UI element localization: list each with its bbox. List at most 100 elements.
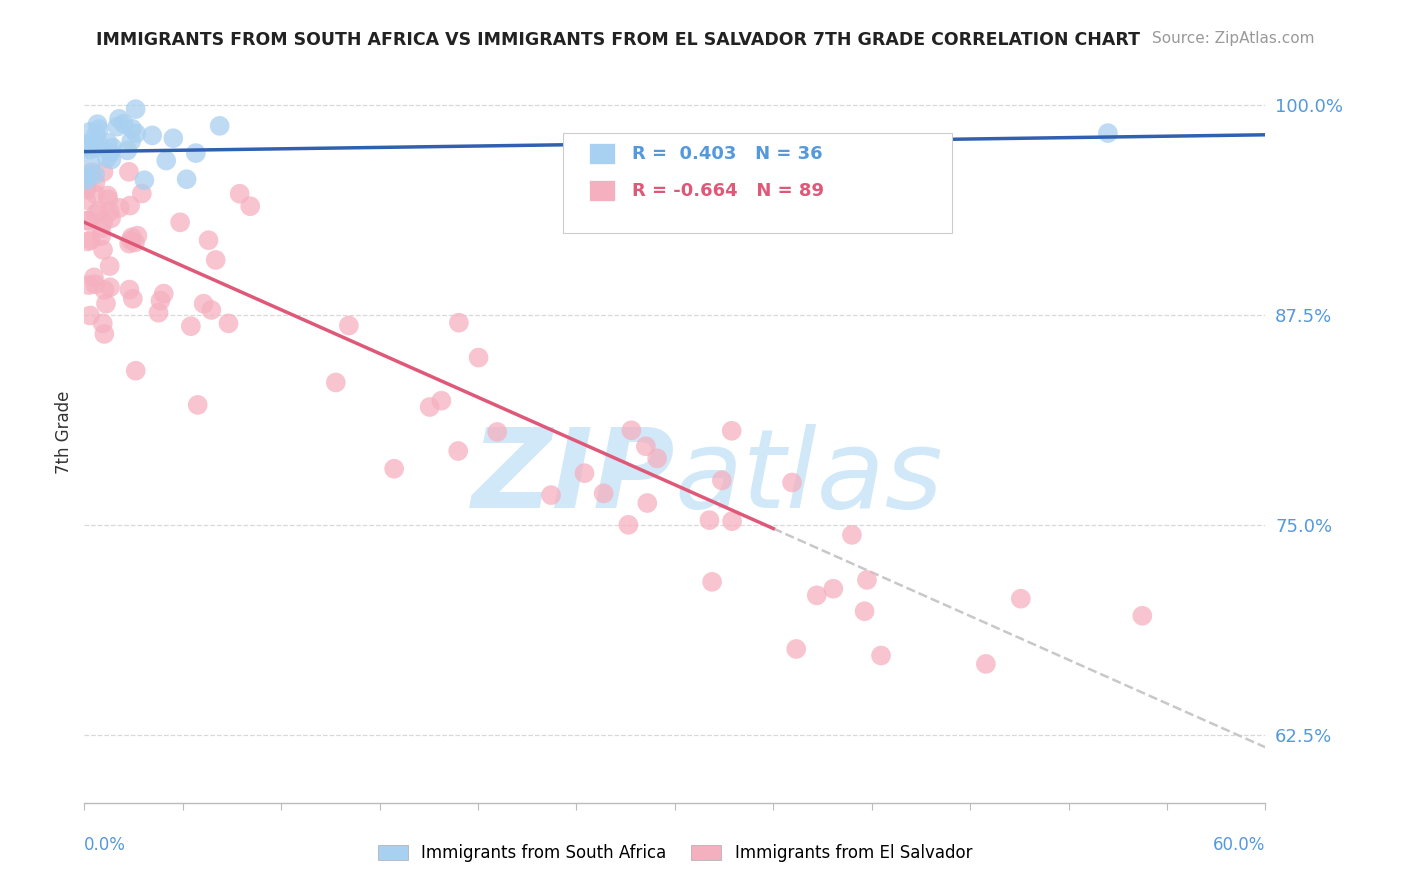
Point: [141, 128, 163, 143]
Point: [193, 296, 215, 310]
Point: [91, 215, 114, 229]
Point: [97, 192, 120, 206]
Point: [617, 517, 640, 532]
Point: [700, 574, 723, 589]
Point: [80, 233, 103, 247]
Point: [100, 145, 122, 160]
Point: [120, 233, 142, 247]
Point: [118, 283, 141, 297]
Point: [98, 280, 121, 294]
Text: ZIP: ZIP: [471, 424, 675, 531]
Point: [200, 303, 222, 318]
Point: [447, 316, 470, 330]
Point: [79, 309, 101, 323]
Point: [76, 235, 98, 249]
Point: [120, 198, 142, 212]
Point: [974, 657, 997, 671]
Point: [121, 121, 143, 136]
Point: [785, 642, 807, 657]
Point: [721, 514, 744, 528]
Point: [467, 351, 489, 365]
Point: [486, 425, 509, 439]
Point: [98, 204, 121, 219]
Point: [131, 186, 153, 201]
Point: [124, 102, 146, 116]
Point: [84, 127, 107, 141]
Point: [79, 156, 101, 170]
Point: [77, 278, 100, 293]
Point: [823, 582, 845, 596]
Point: [79, 168, 101, 182]
Point: [84, 168, 107, 182]
Point: [98, 259, 121, 273]
Point: [239, 199, 262, 213]
Point: [108, 201, 131, 215]
Point: [620, 423, 643, 437]
Point: [75, 139, 97, 153]
FancyBboxPatch shape: [589, 143, 614, 164]
Point: [149, 293, 172, 308]
Point: [118, 236, 141, 251]
Point: [96, 151, 118, 165]
Point: [75, 213, 97, 227]
Text: R = -0.664   N = 89: R = -0.664 N = 89: [633, 182, 824, 200]
Point: [90, 221, 112, 235]
Point: [127, 228, 149, 243]
Point: [86, 141, 108, 155]
Point: [79, 125, 101, 139]
Point: [125, 126, 148, 140]
Point: [91, 243, 114, 257]
Point: [83, 186, 105, 201]
Point: [118, 165, 141, 179]
Point: [176, 172, 198, 186]
Point: [91, 316, 114, 330]
Point: [574, 466, 596, 480]
Point: [75, 136, 97, 151]
Point: [84, 277, 107, 292]
Point: [382, 461, 405, 475]
Point: [75, 170, 97, 185]
Point: [806, 588, 828, 602]
Point: [120, 134, 142, 148]
Text: 0.0%: 0.0%: [84, 837, 127, 855]
Point: [634, 439, 657, 453]
Point: [87, 122, 110, 136]
Point: [187, 398, 209, 412]
Point: [87, 204, 110, 219]
Text: Source: ZipAtlas.com: Source: ZipAtlas.com: [1152, 31, 1315, 46]
FancyBboxPatch shape: [589, 180, 614, 201]
Point: [780, 475, 803, 490]
Point: [101, 141, 124, 155]
Point: [710, 474, 733, 488]
Point: [86, 117, 108, 131]
Text: IMMIGRANTS FROM SOUTH AFRICA VS IMMIGRANTS FROM EL SALVADOR 7TH GRADE CORRELATIO: IMMIGRANTS FROM SOUTH AFRICA VS IMMIGRAN…: [96, 31, 1140, 49]
FancyBboxPatch shape: [562, 133, 952, 233]
Point: [228, 186, 250, 201]
Point: [447, 444, 470, 458]
Point: [121, 230, 143, 244]
Point: [105, 120, 128, 134]
Point: [79, 143, 101, 157]
Point: [77, 213, 100, 227]
Point: [93, 165, 115, 179]
Point: [75, 193, 97, 207]
Text: atlas: atlas: [675, 424, 943, 531]
Point: [325, 376, 347, 390]
Point: [83, 270, 105, 285]
Point: [208, 119, 231, 133]
Point: [134, 173, 156, 187]
Point: [1097, 126, 1119, 140]
Point: [75, 178, 97, 192]
Point: [636, 496, 658, 510]
Point: [162, 131, 184, 145]
Point: [645, 451, 668, 466]
Point: [93, 326, 115, 341]
Point: [184, 146, 207, 161]
Text: R =  0.403   N = 36: R = 0.403 N = 36: [633, 145, 823, 162]
Point: [540, 488, 562, 502]
Point: [856, 573, 879, 587]
Point: [112, 117, 135, 131]
Point: [180, 319, 202, 334]
Point: [204, 252, 226, 267]
Point: [84, 206, 107, 220]
